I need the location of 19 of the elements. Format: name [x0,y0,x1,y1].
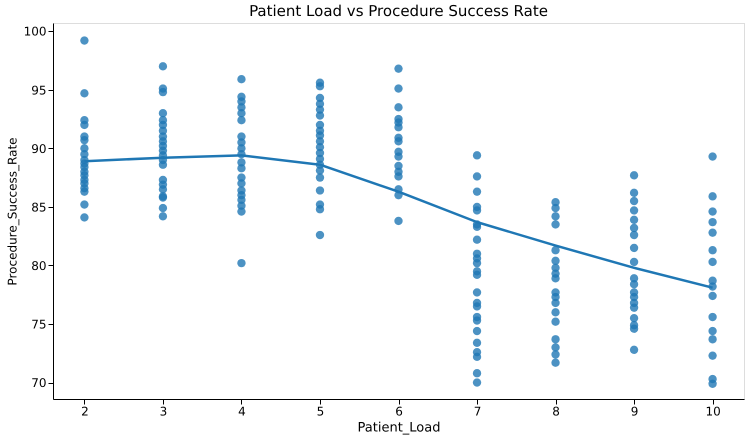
y-tick-label: 70 [31,376,46,390]
x-tick-label: 2 [81,404,89,418]
y-tick-label: 75 [31,318,46,332]
y-axis-title: Procedure_Success_Rate [6,137,20,286]
y-tick-label: 80 [31,258,46,273]
x-tick-label: 3 [160,404,168,418]
x-tick-label: 5 [316,404,324,418]
y-tick-label: 100 [24,24,46,39]
x-tick-label: 6 [395,404,403,418]
x-tick-label: 7 [474,404,482,418]
x-axis-title: Patient_Load [358,420,440,436]
y-tick-label: 95 [31,83,46,98]
x-tick-label: 9 [630,404,638,418]
y-tick-label: 85 [31,200,46,214]
chart-title: Patient Load vs Procedure Success Rate [249,2,548,20]
y-tick-label: 90 [31,142,46,156]
x-tick-label: 10 [705,404,721,418]
x-tick-label: 4 [238,404,246,418]
x-tick-label: 8 [552,404,560,418]
